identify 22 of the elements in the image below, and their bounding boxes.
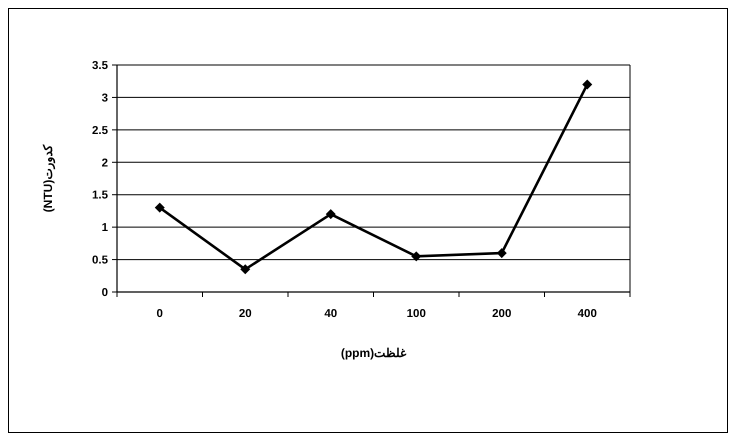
- y-tick-label: 0: [102, 287, 108, 299]
- x-tick-label: 200: [492, 308, 512, 320]
- x-tick-label: 40: [324, 308, 338, 320]
- y-tick-label: 3: [102, 92, 108, 104]
- point: [411, 251, 422, 262]
- y-tick-label: 0.5: [92, 254, 109, 267]
- point: [326, 209, 336, 220]
- point: [496, 248, 507, 258]
- x-tick-label: 20: [238, 308, 252, 320]
- x-tick-label: 400: [578, 308, 597, 320]
- point: [240, 264, 250, 274]
- y-tick-label: 2: [102, 157, 108, 170]
- y-tick-label: 1.5: [92, 190, 109, 202]
- y-axis-title: کدورت(NTU): [41, 144, 56, 212]
- point: [582, 79, 592, 90]
- point: [154, 202, 165, 213]
- x-tick-label: 100: [406, 308, 426, 320]
- x-tick-label: 0: [156, 308, 163, 320]
- y-tick-label: 1: [102, 222, 109, 234]
- y-tick-label: 3.5: [92, 60, 109, 72]
- y-tick-label: 2.5: [92, 124, 109, 137]
- x-axis-title: غلظت(ppm): [340, 346, 408, 360]
